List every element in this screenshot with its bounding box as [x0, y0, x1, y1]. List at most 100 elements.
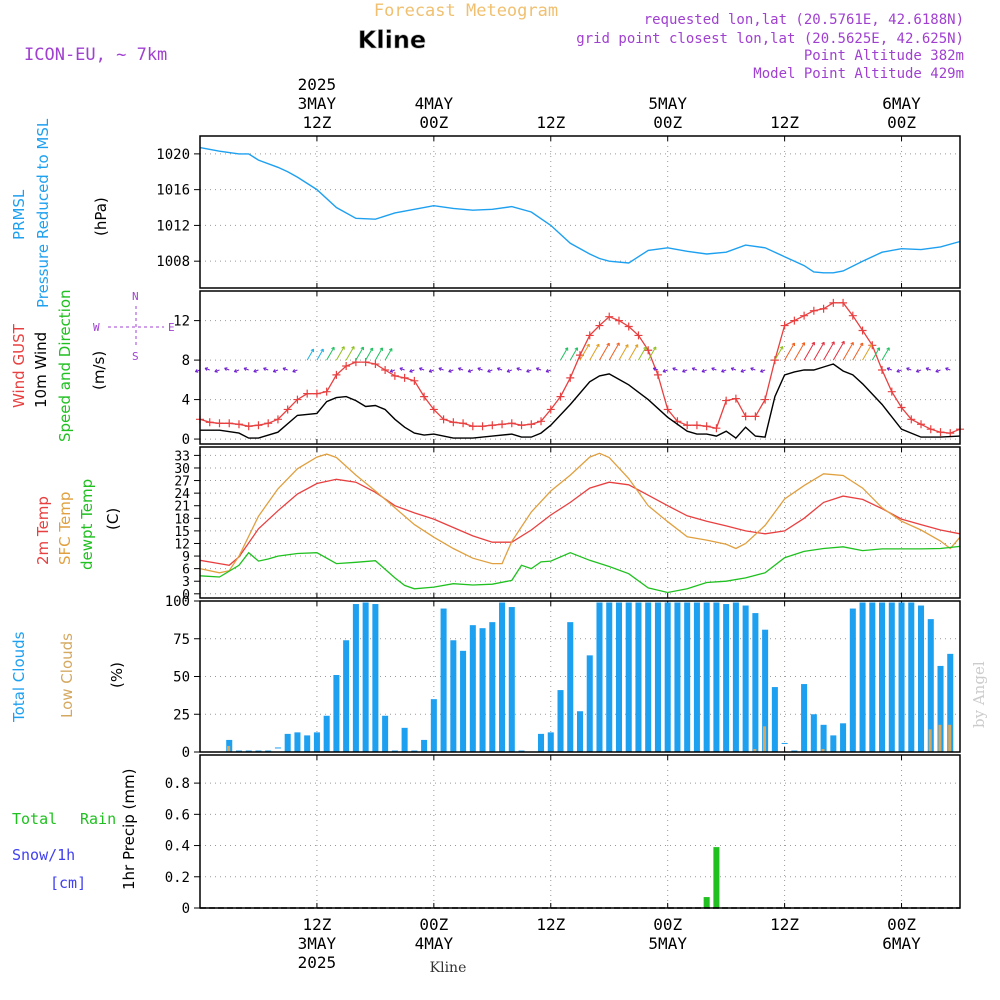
gust-marker: [546, 405, 555, 414]
gust-marker: [556, 392, 565, 401]
total-cloud-bar: [849, 608, 856, 752]
total-cloud-bar: [635, 602, 642, 752]
total-cloud-bar: [674, 602, 681, 752]
wind-arrow-head: [791, 342, 796, 347]
wind-arrow: [774, 346, 784, 361]
wind-arrow-head: [545, 369, 550, 373]
total-cloud-bar: [654, 602, 661, 752]
gust-marker: [332, 370, 341, 379]
total-cloud-bar: [304, 735, 311, 752]
bottom-time-label: 00Z: [887, 915, 916, 934]
gust-marker: [770, 356, 779, 365]
wind-arrow-head: [711, 367, 715, 371]
clouds-unit: (%): [108, 662, 126, 688]
wind-arrow-head: [634, 344, 639, 348]
temp-ytick-label: 27: [174, 475, 190, 490]
total-cloud-bar: [937, 665, 944, 752]
wind-arrow: [335, 346, 345, 361]
total-cloud-bar: [684, 602, 691, 752]
wind-arrow-head: [606, 342, 610, 347]
wind-arrow-head: [477, 367, 481, 371]
gust-marker: [692, 421, 701, 430]
total-cloud-bar: [499, 602, 506, 752]
gust-marker: [712, 424, 721, 433]
top-time-label: 2025: [298, 75, 337, 94]
wind-arrow-head: [428, 369, 433, 373]
wind-arrow: [608, 342, 620, 361]
rain-bar: [703, 897, 710, 908]
pressure-panel: 1020 1016 1012 1008: [156, 135, 961, 289]
gust-marker: [468, 422, 477, 431]
temp-labels: 2m Temp SFC Temp dewpt Temp (C): [34, 479, 122, 570]
gust-marker: [234, 420, 243, 429]
compass-n: N: [132, 290, 139, 303]
gust-marker: [225, 419, 234, 428]
temp-ytick-label: 33: [174, 449, 190, 464]
top-time-label: 3MAY: [298, 94, 337, 113]
gust-marker: [751, 412, 760, 421]
wind-direction-arrows: [194, 340, 951, 373]
wind-arrow-head: [906, 367, 910, 371]
wind-arrow: [599, 342, 610, 361]
wind-arrow: [842, 342, 854, 361]
wind-arrow: [862, 344, 873, 361]
low-cloud-bar: [753, 748, 757, 752]
low-cloud-bar: [938, 724, 942, 752]
gust-marker: [761, 395, 770, 404]
info-requested: requested lon,lat (20.5761E, 42.6188N): [644, 12, 964, 28]
total-cloud-bar: [830, 735, 837, 752]
wind-arrow-head: [224, 367, 228, 371]
wind-speed-dir-label: Speed and Direction: [56, 289, 74, 442]
total-cloud-bar: [479, 628, 486, 752]
gust-marker: [312, 389, 321, 398]
total-cloud-bar: [411, 750, 418, 752]
top-time-label: 5MAY: [648, 94, 687, 113]
wind-arrow-head: [672, 367, 676, 371]
gust-marker: [614, 316, 623, 325]
top-time-label: 12Z: [536, 113, 565, 132]
gust-marker: [264, 419, 273, 428]
plot-layer: 1020101610121008128403330272421181512963…: [156, 75, 964, 972]
gust-marker: [488, 421, 497, 430]
wind-arrow-head: [516, 367, 520, 371]
wind-arrow-head: [263, 367, 267, 371]
gust-marker: [585, 331, 594, 340]
total-cloud-bar: [752, 613, 759, 752]
gust-marker: [917, 420, 926, 429]
temp-ytick-label: 21: [174, 500, 190, 515]
wind-arrow-head: [586, 343, 590, 348]
total-cloud-bar: [947, 653, 954, 752]
total-cloud-bar: [508, 607, 515, 752]
low-cloud-bar: [821, 748, 825, 752]
temp-ytick-label: 9: [182, 550, 190, 565]
rain-bar: [713, 847, 720, 908]
gust-marker: [205, 418, 214, 427]
total-cloud-bar: [362, 602, 369, 752]
total-cloud-bar: [430, 699, 437, 752]
wind-arrow-head: [682, 369, 686, 373]
wind-arrow: [852, 342, 864, 361]
wind-arrow-head: [811, 341, 815, 346]
total-cloud-bar: [372, 604, 379, 752]
total-cloud-bar: [245, 750, 252, 752]
top-time-label: 00Z: [653, 113, 682, 132]
total-cloud-bar: [352, 604, 359, 752]
wind-arrow: [881, 347, 890, 361]
wind-arrow: [365, 347, 374, 361]
total-cloud-bar: [382, 715, 389, 752]
wind-ytick-label: 4: [182, 393, 190, 409]
temp-ytick-label: 24: [174, 487, 190, 502]
precip-ytick-label: 0.2: [165, 870, 190, 886]
wind-arrow-head: [331, 346, 335, 351]
wind-arrow-head: [506, 369, 511, 373]
low-cloud-bar: [227, 745, 231, 752]
wind-arrow: [832, 341, 845, 361]
total-cloud-bar: [927, 619, 934, 752]
wind-labels: Wind GUST 10m Wind Speed and Direction (…: [10, 289, 175, 442]
wind-arrow-head: [740, 369, 744, 373]
wind-arrow: [316, 348, 324, 361]
gust-marker: [663, 405, 672, 414]
cloud-labels: Total Clouds Low Clouds (%): [10, 631, 126, 723]
